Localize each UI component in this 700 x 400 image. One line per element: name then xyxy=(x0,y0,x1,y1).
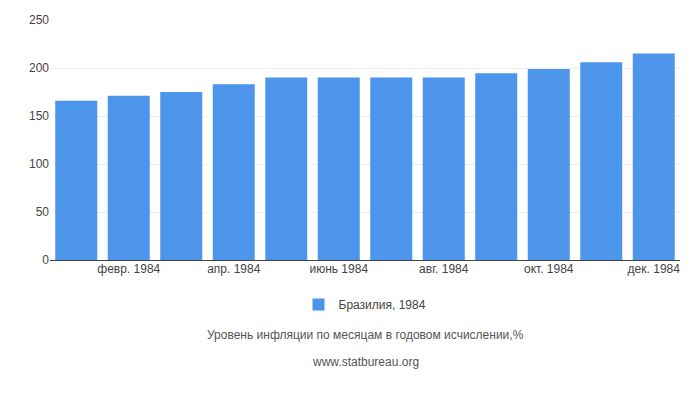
svg-text:авг. 1984: авг. 1984 xyxy=(419,262,469,276)
svg-text:июнь 1984: июнь 1984 xyxy=(309,262,368,276)
svg-text:150: 150 xyxy=(29,109,49,123)
svg-text:Уровень инфляции по месяцам в: Уровень инфляции по месяцам в годовом ис… xyxy=(207,328,524,342)
svg-text:апр. 1984: апр. 1984 xyxy=(207,262,261,276)
svg-text:дек. 1984: дек. 1984 xyxy=(628,262,681,276)
svg-text:100: 100 xyxy=(29,157,49,171)
svg-text:Бразилия, 1984: Бразилия, 1984 xyxy=(339,298,426,312)
svg-text:0: 0 xyxy=(42,253,49,267)
svg-text:50: 50 xyxy=(36,205,50,219)
svg-text:окт. 1984: окт. 1984 xyxy=(524,262,574,276)
svg-text:www.statbureau.org: www.statbureau.org xyxy=(312,355,419,369)
svg-text:февр. 1984: февр. 1984 xyxy=(97,262,160,276)
svg-text:200: 200 xyxy=(29,61,49,75)
svg-text:250: 250 xyxy=(29,13,49,27)
